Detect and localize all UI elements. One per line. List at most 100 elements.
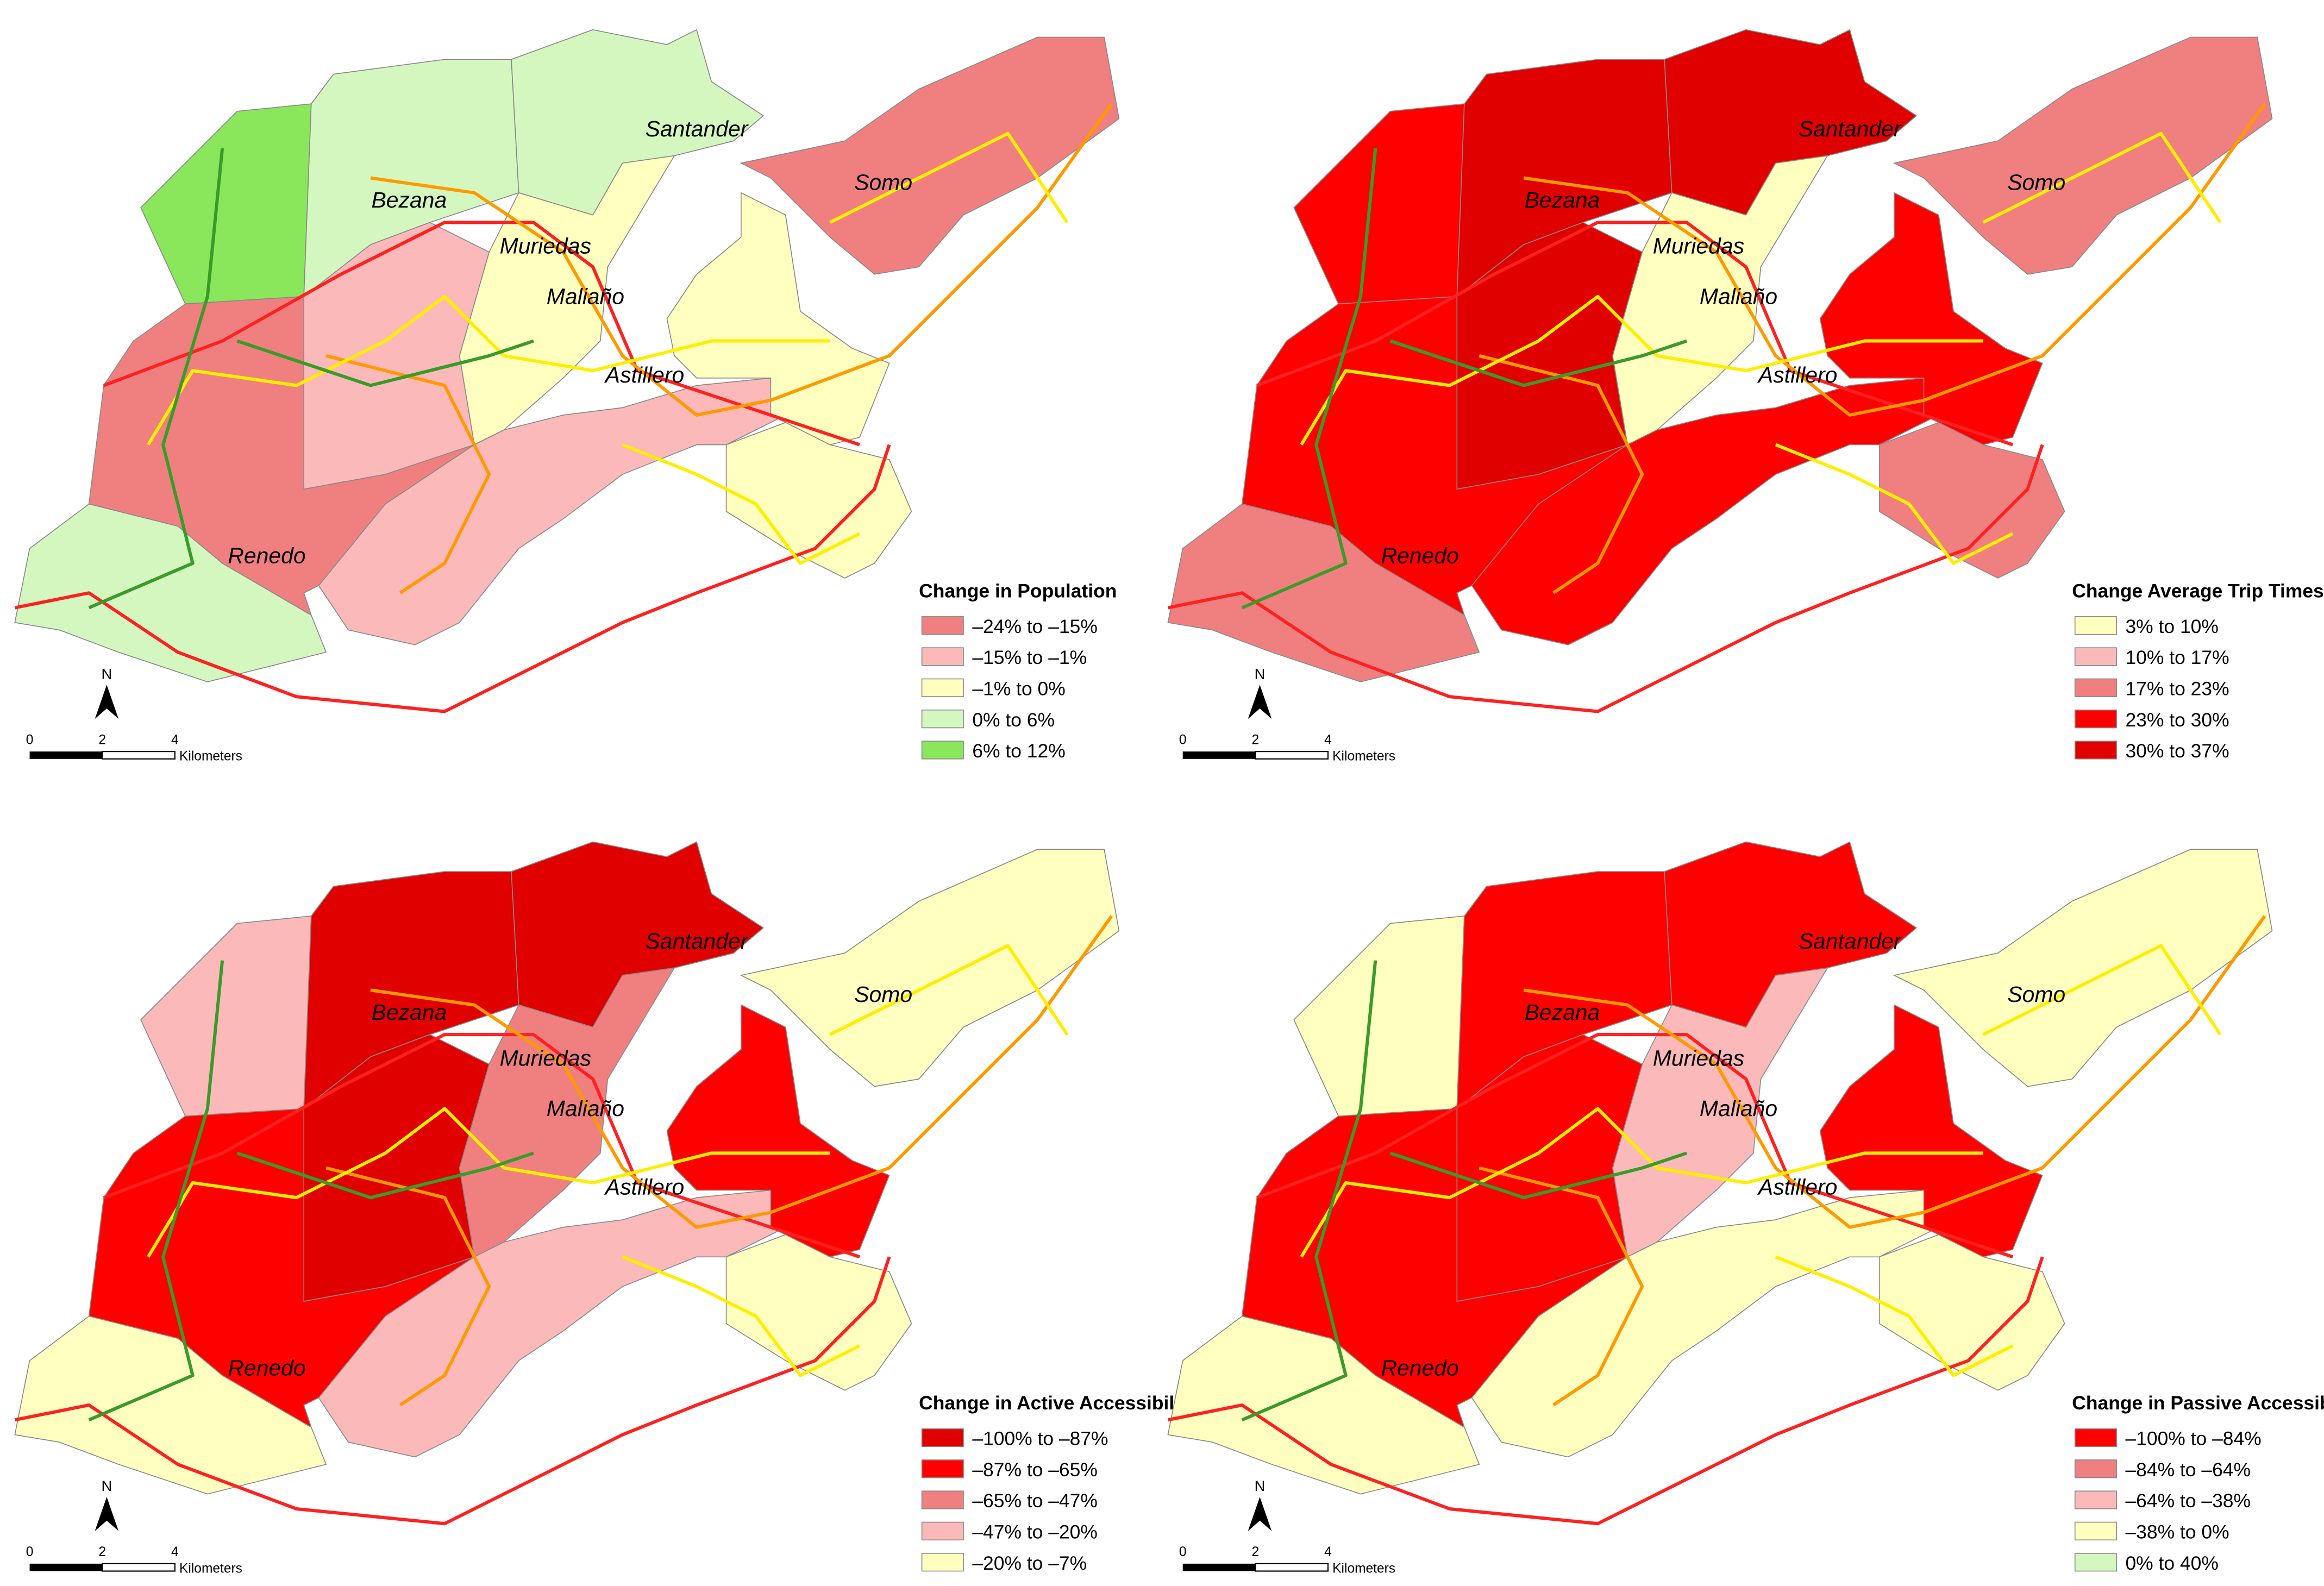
scale-unit: Kilometers [1332,1561,1395,1576]
place-label: Renedo [228,1355,305,1380]
place-label: Bezana [1525,1000,1600,1025]
place-label: Maliaño [547,1096,624,1121]
road [370,915,1113,1229]
legend-label: 0% to 6% [972,709,1055,731]
legend-title: Change Average Trip Times [2072,580,2323,601]
place-label: Astillero [604,362,685,387]
north-label: N [1255,665,1266,682]
place-label: Somo [2007,170,2065,195]
place-label: Maliaño [1700,1096,1777,1121]
scale-bar-white [1255,751,1329,760]
scale-tick-label: 2 [1252,1545,1260,1559]
district [1293,915,1465,1117]
legend-swatch [921,1552,964,1572]
north-label: N [1255,1477,1266,1494]
legend-swatch [2074,741,2117,760]
road [1389,1151,1688,1200]
legend-swatch [921,678,964,698]
map-panel: Santander Somo Bezana Muriedas Maliaño Astill… [1167,29,2324,763]
legend-label: 3% to 10% [2125,616,2218,637]
legend-label: 30% to 37% [2125,740,2229,762]
legend-label: –1% to 0% [972,678,1065,699]
road [103,221,861,447]
legend-swatch [921,647,964,666]
district [14,503,327,682]
place-label: Santander [646,929,749,954]
north-label: N [102,1477,112,1494]
legend-label: –84% to –64% [2125,1459,2251,1481]
scale-tick-label: 0 [26,1545,34,1559]
road [829,131,1069,224]
road [14,444,891,713]
place-label: Bezana [1525,187,1600,212]
legend-title: Change in Population [919,580,1117,601]
place-label: Renedo [1381,1355,1458,1380]
legend-label: –38% to 0% [2125,1521,2229,1543]
district [1893,36,2273,275]
road [236,1151,534,1200]
scale-tick-label: 4 [171,732,179,747]
scale-tick-label: 2 [1252,732,1260,747]
road [622,443,861,565]
place-label: Santander [646,116,749,141]
scale-bar-black [29,751,103,759]
road [147,294,830,446]
road [829,944,1069,1036]
scale-unit: Kilometers [179,749,242,763]
road [1523,915,2266,1229]
road [88,960,224,1422]
scale-tick-label: 0 [1179,732,1187,747]
legend-swatch [921,709,964,729]
road [1300,294,1983,446]
district [1893,849,2273,1087]
district [1167,1315,1480,1495]
district [1878,422,2065,579]
scale-unit: Kilometers [179,1561,242,1576]
place-label: Maliaño [1700,284,1777,309]
north-arrow [1248,1497,1272,1531]
legend-label: 17% to 23% [2125,678,2229,699]
scale-tick-label: 4 [171,1545,179,1559]
scale-tick-label: 0 [1179,1545,1187,1559]
legend-label: –64% to –38% [2125,1490,2251,1512]
legend-label: –24% to –15% [972,616,1098,637]
scale-tick-label: 4 [1324,732,1332,747]
legend-swatch [2074,709,2117,729]
legend-swatch [921,1428,964,1447]
legend-label: –65% to –47% [972,1490,1098,1512]
place-label: Astillero [1757,1175,1838,1200]
north-label: N [102,665,112,682]
map-panel: Santander Somo Bezana Muriedas Maliaño Astill… [14,841,1197,1576]
scale-bar-black [29,1563,103,1571]
legend-swatch [2074,1459,2117,1478]
district [1293,103,1465,305]
legend-label: 0% to 40% [2125,1552,2218,1574]
place-label: Muriedas [1653,1045,1744,1070]
legend-label: –20% to –7% [972,1552,1087,1574]
legend-title: Change in Passive Accessibility [2072,1392,2324,1414]
legend-label: –47% to –20% [972,1521,1098,1543]
place-label: Maliaño [547,284,624,309]
place-label: Santander [1799,116,1902,141]
place-label: Renedo [228,543,305,568]
place-label: Renedo [1381,543,1458,568]
place-label: Bezana [371,187,447,212]
legend-swatch [2074,1490,2117,1509]
scale-bar-black [1182,1563,1256,1571]
legend-label: 6% to 12% [972,740,1065,762]
district [740,36,1120,275]
scale-tick-label: 2 [98,1545,106,1559]
scale-unit: Kilometers [1332,749,1395,763]
road [1389,339,1688,387]
district [725,1234,912,1391]
place-label: Santander [1799,929,1902,954]
legend-label: –87% to –65% [972,1459,1098,1481]
road [1982,944,2222,1036]
road [236,339,534,387]
district [725,422,912,579]
road [1982,131,2222,224]
legend-swatch [2074,1428,2117,1447]
legend-label: –15% to –1% [972,647,1087,668]
